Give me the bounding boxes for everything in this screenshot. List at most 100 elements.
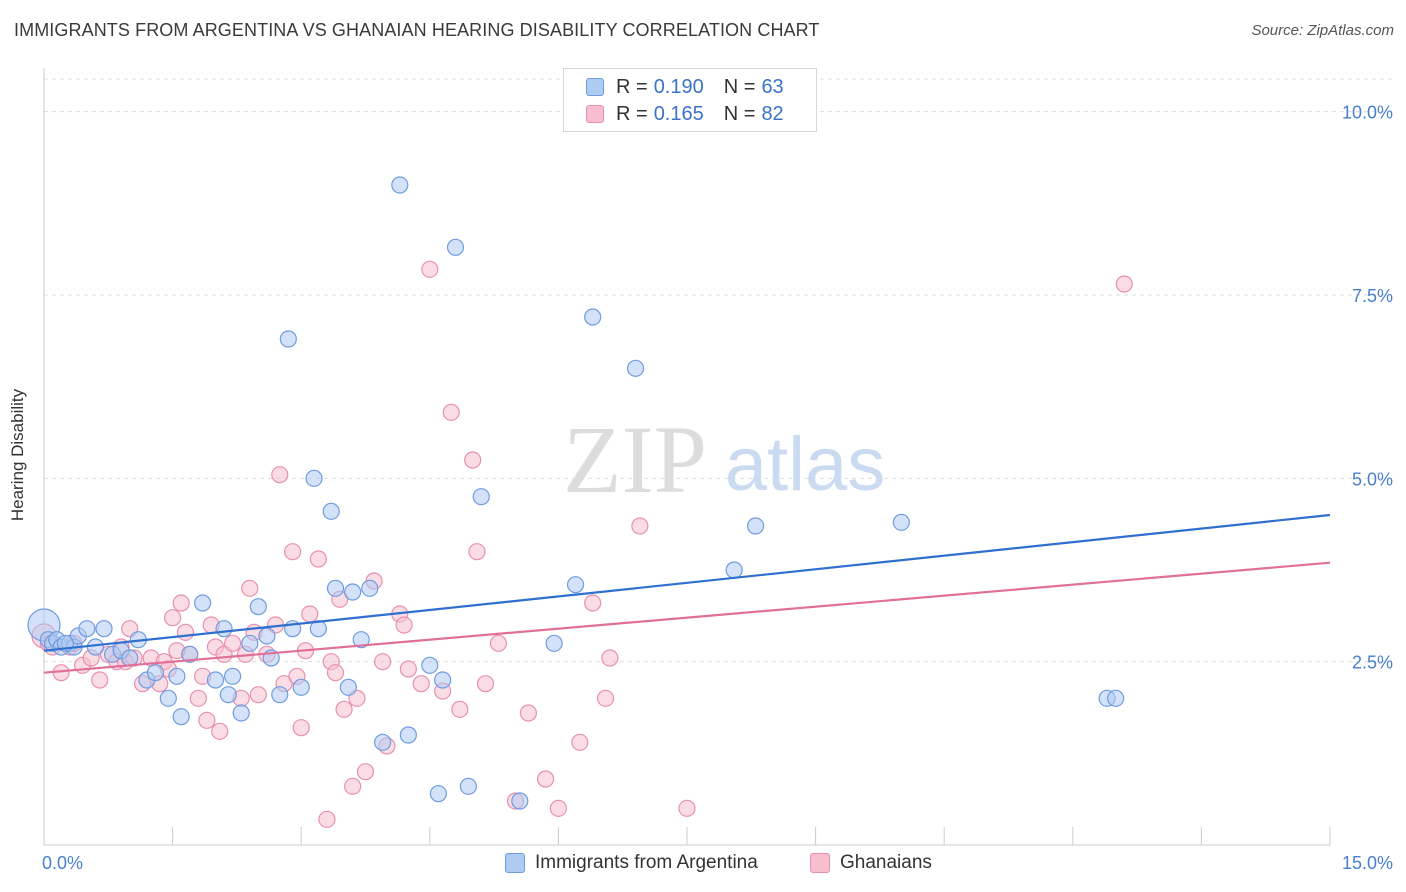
ghanaians-point (172, 594, 190, 612)
ghanaians-point (189, 689, 207, 707)
watermark-atlas: atlas (725, 422, 886, 507)
y-tick-label: 10.0% (1342, 103, 1393, 123)
argentina-point (215, 620, 233, 638)
ghanaians-point (476, 675, 495, 693)
ghanaians-point (412, 675, 430, 693)
legend-label-ghanaians: Ghanaians (840, 852, 932, 873)
argentina-point (219, 686, 237, 704)
ghanaians-point (536, 770, 555, 788)
watermark-zip: ZIP (563, 406, 707, 513)
argentina-point (511, 792, 529, 810)
ghanaians-point (249, 686, 267, 704)
ghanaians-point (399, 660, 417, 678)
argentina-point (626, 359, 645, 377)
legend-item-argentina[interactable]: Immigrants from Argentina (505, 852, 758, 874)
ghanaians-point (601, 649, 619, 667)
legend-n-label: N = (723, 102, 756, 125)
argentina-point (194, 594, 212, 612)
argentina-point (271, 686, 289, 704)
argentina-point (241, 634, 259, 652)
argentina-point (545, 634, 563, 652)
ghanaians-point (519, 704, 537, 722)
y-tick-label: 5.0% (1352, 469, 1393, 489)
argentina-point (305, 469, 323, 487)
argentina-point (472, 488, 490, 506)
ghanaians-point (442, 403, 460, 421)
argentina-trend-line (43, 513, 1331, 652)
legend-n-value: 82 (761, 102, 784, 125)
legend-n-value: 63 (761, 75, 784, 98)
legend-r-label: R = (616, 102, 648, 125)
ghanaians-point (549, 799, 568, 817)
ghanaians-point (631, 517, 649, 535)
argentina-point (429, 785, 447, 803)
trend-lines (43, 513, 1331, 674)
argentina-point (322, 502, 340, 520)
ghanaians-point (374, 653, 392, 671)
ghanaians-point (421, 260, 439, 278)
argentina-point (391, 176, 409, 194)
ghanaians-point (176, 623, 195, 641)
ghanaians-point (301, 605, 319, 623)
argentina-point (584, 308, 602, 326)
ghanaians-point (198, 711, 216, 729)
ghanaians-point (451, 700, 469, 718)
chart-title: IMMIGRANTS FROM ARGENTINA VS GHANAIAN HE… (14, 20, 820, 40)
ghanaians-point (241, 579, 259, 597)
source-label: Source: ZipAtlas.com (1251, 22, 1394, 39)
legend-item-ghanaians[interactable]: Ghanaians (810, 852, 932, 874)
argentina-point (399, 726, 417, 744)
argentina-point (421, 656, 439, 674)
ghanaians-point (326, 664, 345, 682)
ghanaians-point (678, 799, 696, 817)
argentina-point (352, 631, 370, 649)
argentina-point (172, 708, 190, 726)
argentina-point (78, 620, 96, 638)
argentina-point (566, 576, 585, 594)
argentina-point (206, 671, 225, 689)
argentina-point (168, 667, 186, 685)
x-tick-label: 15.0% (1342, 853, 1393, 873)
ghanaians-point (164, 609, 182, 627)
x-tick-label: 0.0% (42, 853, 83, 873)
argentina-point (344, 583, 362, 601)
argentina-point (224, 667, 242, 685)
ghanaians-point (356, 763, 375, 781)
argentina-point (446, 238, 465, 256)
argentina-point (459, 777, 477, 795)
argentina-point (434, 671, 452, 689)
argentina-point (279, 330, 297, 348)
argentina-points (27, 176, 1125, 810)
argentina-point (746, 517, 765, 535)
legend-swatch-pink (586, 105, 604, 123)
ghanaians-point (1115, 275, 1133, 293)
ghanaians-point (489, 634, 507, 652)
legend-n-label: N = (723, 75, 756, 98)
ghanaians-point (271, 466, 289, 484)
legend-swatch-blue (505, 853, 525, 873)
ghanaians-point (309, 550, 327, 568)
tick-labels: 2.5% 5.0% 7.5% 10.0% 0.0% 15.0% (42, 103, 1393, 873)
ghanaians-point (284, 543, 302, 561)
argentina-point (121, 649, 139, 667)
legend-row-ghanaians: R = 0.165 N = 82 (586, 102, 784, 126)
argentina-point (181, 645, 199, 663)
ghanaians-point (224, 634, 242, 652)
watermark: ZIP atlas (563, 406, 885, 513)
legend-r-value: 0.165 (653, 102, 704, 125)
ghanaians-point (318, 810, 336, 828)
ghanaians-point (596, 689, 615, 707)
series-legend: Immigrants from Argentina Ghanaians (0, 852, 1406, 878)
argentina-point (258, 627, 276, 645)
legend-swatch-pink (810, 853, 830, 873)
argentina-point (361, 579, 379, 597)
ghanaians-point (292, 719, 310, 737)
argentina-point (725, 561, 743, 579)
ghanaians-points (31, 260, 1133, 828)
argentina-point (374, 733, 392, 751)
legend-r-label: R = (616, 75, 648, 98)
ghanaians-point (344, 777, 362, 795)
ghanaians-point (395, 616, 413, 634)
y-tick-label: 7.5% (1352, 286, 1393, 306)
